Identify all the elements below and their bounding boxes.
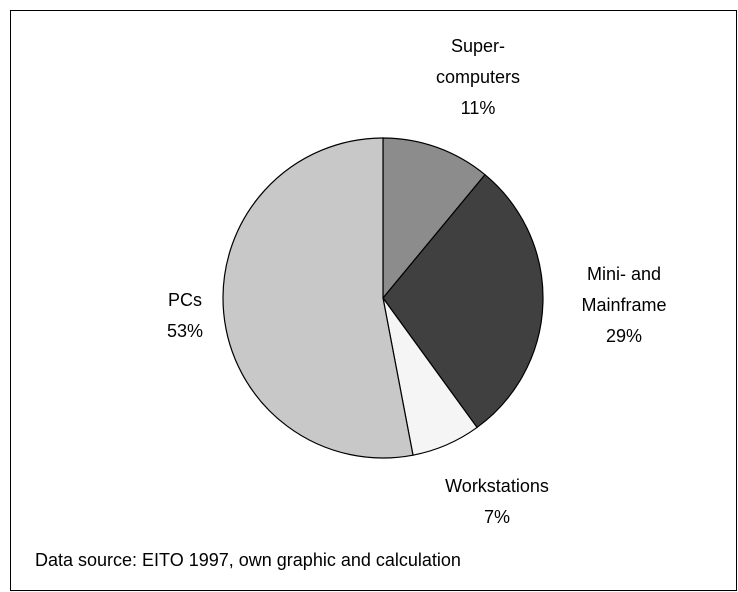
slice-label: Mainframe (581, 295, 666, 315)
pie-slice (382, 173, 544, 429)
pie-slice (222, 137, 414, 459)
source-note: Data source: EITO 1997, own graphic and … (35, 550, 461, 570)
value-label: 53% (167, 321, 203, 341)
value-label: 7% (484, 507, 510, 527)
value-label: 29% (606, 326, 642, 346)
slice-label: computers (436, 67, 520, 87)
pie-slice (382, 137, 486, 300)
slice-label: Workstations (445, 476, 549, 496)
slice-label: Mini- and (587, 264, 661, 284)
value-label: 11% (461, 98, 496, 118)
slice-label: Super- (451, 36, 505, 56)
slice-label: PCs (168, 290, 202, 310)
